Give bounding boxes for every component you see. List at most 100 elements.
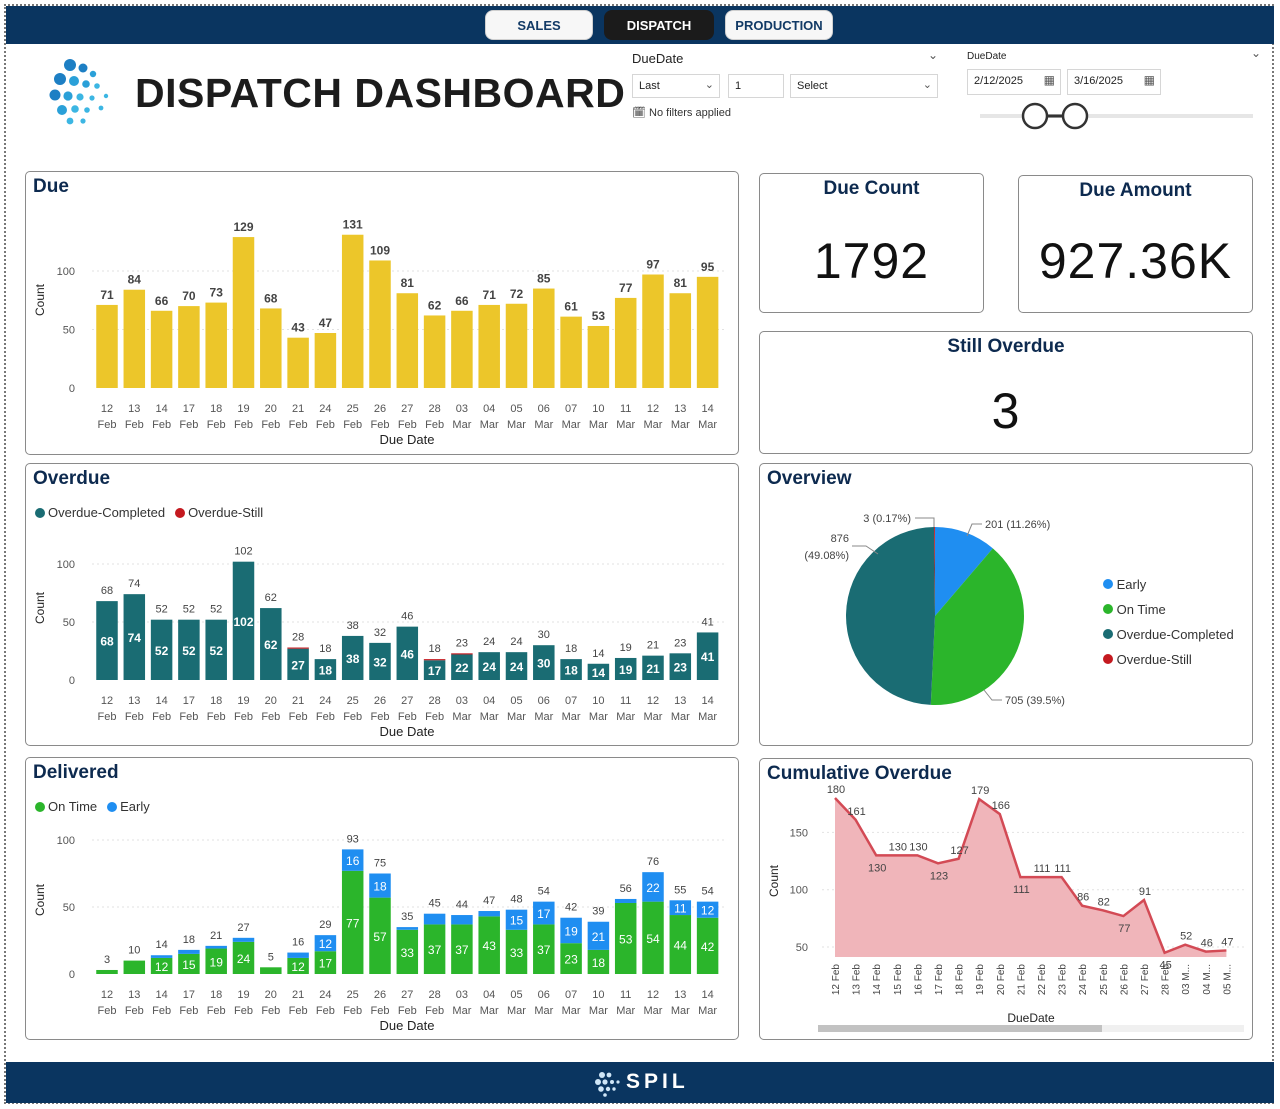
x-tick-label: Mar bbox=[698, 419, 717, 431]
legend-label: Overdue-Still bbox=[1116, 652, 1192, 667]
overdue-still-bar bbox=[287, 647, 309, 649]
x-tick-label: 17 bbox=[183, 403, 195, 415]
slider-start-handle[interactable] bbox=[1021, 102, 1049, 130]
segment-label: 12 bbox=[701, 904, 715, 918]
pie-label-overdue-completed-pct: (49.08%) bbox=[804, 550, 849, 562]
legend-item-overdue-completed[interactable]: Overdue-Completed bbox=[35, 505, 165, 520]
data-label: 86 bbox=[1077, 892, 1089, 904]
on-time-bar bbox=[451, 924, 473, 974]
early-bar bbox=[396, 927, 419, 930]
due-bar bbox=[205, 302, 227, 388]
legend-item-on-time[interactable]: On Time bbox=[35, 799, 97, 814]
x-tick-label: Feb bbox=[207, 419, 226, 431]
end-date-input[interactable]: 3/16/2025 ▦ bbox=[1067, 69, 1161, 95]
still-overdue-card: Still Overdue 3 bbox=[759, 331, 1253, 454]
total-label: 18 bbox=[319, 643, 331, 655]
due-bar bbox=[587, 325, 610, 388]
total-label: 21 bbox=[647, 640, 659, 652]
x-tick-label: Mar bbox=[589, 711, 608, 723]
early-bar bbox=[642, 872, 664, 902]
tab-production[interactable]: PRODUCTION bbox=[725, 10, 833, 40]
end-date-value: 3/16/2025 bbox=[1074, 75, 1123, 87]
x-tick-label: Feb bbox=[343, 1005, 362, 1017]
legend-item-overdue-still[interactable]: Overdue-Still bbox=[1103, 647, 1234, 672]
date-range-slider[interactable] bbox=[975, 100, 1255, 132]
x-tick-label: Mar bbox=[616, 419, 635, 431]
total-label: 18 bbox=[565, 643, 577, 655]
due-bar bbox=[669, 293, 692, 388]
due-chart-card: Due 0 50 100 Count 71 84 66 70 73 129 68 43 47 131 109… bbox=[25, 171, 739, 455]
data-label: 62 bbox=[428, 298, 442, 312]
start-date-input[interactable]: 2/12/2025 ▦ bbox=[967, 69, 1061, 95]
calendar-icon[interactable]: ▦ bbox=[1043, 73, 1055, 87]
pie-slice-early bbox=[935, 527, 993, 616]
x-tick-label: Feb bbox=[316, 711, 335, 723]
due-bar bbox=[232, 237, 255, 388]
chevron-down-icon[interactable]: ⌄ bbox=[1251, 46, 1262, 60]
relative-unit-select[interactable]: Select ⌄ bbox=[790, 74, 938, 98]
legend-item-early[interactable]: Early bbox=[1103, 572, 1234, 597]
x-tick-label: Mar bbox=[507, 419, 526, 431]
scrollbar-thumb[interactable] bbox=[818, 1025, 1102, 1032]
segment-label: 21 bbox=[646, 662, 660, 676]
segment-label: 16 bbox=[346, 854, 360, 868]
early-bar bbox=[178, 949, 200, 954]
pie-label-overdue-completed-count: 876 bbox=[831, 533, 849, 545]
x-tick-label: Mar bbox=[616, 711, 635, 723]
segment-label: 41 bbox=[701, 650, 715, 664]
due-amount-title: Due Amount bbox=[1079, 180, 1192, 201]
segment-label: 74 bbox=[128, 631, 142, 645]
x-tick-label: 13 bbox=[128, 989, 140, 1001]
overview-legend: Early On Time Overdue-Completed Overdue-… bbox=[1103, 572, 1234, 672]
x-tick-label: Mar bbox=[480, 711, 499, 723]
legend-label: Overdue-Still bbox=[188, 505, 264, 520]
segment-label: 33 bbox=[510, 946, 524, 960]
slider-end-handle[interactable] bbox=[1061, 102, 1089, 130]
overdue-completed-bar bbox=[451, 654, 473, 680]
data-label: 71 bbox=[100, 288, 114, 302]
x-tick-label: 11 bbox=[620, 989, 631, 1001]
legend-item-overdue-still[interactable]: Overdue-Still bbox=[175, 505, 263, 520]
relative-count-input[interactable]: 1 bbox=[728, 74, 784, 98]
cumulative-overdue-title: Cumulative Overdue bbox=[767, 763, 952, 784]
legend-item-on-time[interactable]: On Time bbox=[1103, 597, 1234, 622]
x-tick-label: Mar bbox=[452, 419, 471, 431]
legend-item-overdue-completed[interactable]: Overdue-Completed bbox=[1103, 622, 1234, 647]
on-time-bar bbox=[314, 951, 337, 974]
data-label: 81 bbox=[674, 276, 688, 290]
tab-sales[interactable]: SALES bbox=[485, 10, 593, 40]
segment-label: 43 bbox=[483, 939, 497, 953]
segment-label: 22 bbox=[646, 881, 660, 895]
x-tick-label: 13 bbox=[674, 695, 686, 707]
x-tick-label: 13 bbox=[674, 403, 686, 415]
overdue-legend: Overdue-Completed Overdue-Still bbox=[35, 505, 263, 520]
due-bar bbox=[150, 310, 173, 388]
data-label: 109 bbox=[370, 243, 390, 257]
legend-item-early[interactable]: Early bbox=[107, 799, 150, 814]
cumulative-overdue-card: Cumulative Overdue 50 100 150 Count 180 161 13… bbox=[759, 758, 1253, 1040]
data-label: 166 bbox=[992, 800, 1010, 812]
chevron-down-icon: ⌄ bbox=[922, 79, 932, 91]
x-tick-label: 05 M... bbox=[1222, 964, 1233, 995]
still-overdue-value: 3 bbox=[991, 383, 1021, 439]
tab-dispatch[interactable]: DISPATCH bbox=[604, 10, 714, 40]
x-tick-label: Feb bbox=[343, 419, 362, 431]
calendar-icon[interactable]: ▦ bbox=[1143, 73, 1155, 87]
x-tick-label: Feb bbox=[125, 419, 144, 431]
x-tick-label: 13 bbox=[128, 695, 140, 707]
due-bar bbox=[423, 315, 446, 388]
delivered-legend: On Time Early bbox=[35, 799, 150, 814]
total-label: 74 bbox=[128, 578, 140, 590]
x-tick-label: 18 bbox=[210, 989, 222, 1001]
relative-mode-select[interactable]: Last ⌄ bbox=[632, 74, 720, 98]
x-tick-label: Feb bbox=[261, 711, 280, 723]
overdue-completed-bar bbox=[232, 561, 255, 680]
segment-label: 11 bbox=[674, 902, 687, 916]
total-label: 10 bbox=[128, 945, 140, 957]
overdue-completed-bar bbox=[178, 619, 200, 680]
early-bar bbox=[478, 911, 500, 917]
filter-collapse-chevron-icon[interactable]: ⌄ bbox=[928, 48, 939, 62]
data-label: 47 bbox=[319, 316, 333, 330]
x-tick-label: 04 bbox=[483, 989, 495, 1001]
